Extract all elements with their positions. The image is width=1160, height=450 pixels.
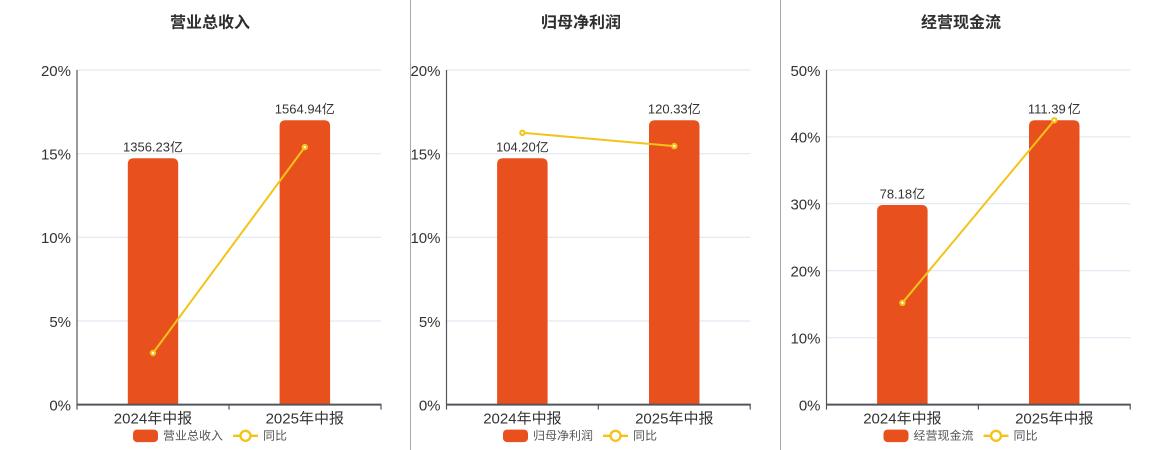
svg-text:78.18: 78.18 bbox=[880, 186, 913, 201]
svg-text:20%: 20% bbox=[41, 63, 71, 80]
svg-text:2025: 2025 bbox=[635, 411, 668, 428]
svg-text:20%: 20% bbox=[410, 63, 440, 80]
svg-text:0%: 0% bbox=[419, 397, 441, 414]
svg-text:2024: 2024 bbox=[483, 411, 516, 428]
svg-text:15%: 15% bbox=[41, 147, 71, 164]
svg-text:20%: 20% bbox=[790, 264, 820, 281]
svg-text:2024: 2024 bbox=[863, 411, 896, 428]
svg-text:2024: 2024 bbox=[114, 411, 147, 428]
svg-text:10%: 10% bbox=[410, 230, 440, 247]
svg-text:0%: 0% bbox=[49, 397, 71, 414]
svg-text:5%: 5% bbox=[49, 314, 71, 331]
svg-text:1356.23: 1356.23 bbox=[123, 140, 170, 155]
svg-text:40%: 40% bbox=[790, 130, 820, 147]
svg-text:1564.94: 1564.94 bbox=[275, 102, 322, 117]
svg-text:2025: 2025 bbox=[1015, 411, 1048, 428]
svg-text:5%: 5% bbox=[419, 314, 441, 331]
svg-text:50%: 50% bbox=[790, 63, 820, 80]
svg-text:120.33: 120.33 bbox=[648, 102, 688, 117]
svg-text:30%: 30% bbox=[790, 197, 820, 214]
svg-text:111.39: 111.39 bbox=[1028, 102, 1066, 117]
svg-text:15%: 15% bbox=[410, 147, 440, 164]
svg-text:104.20: 104.20 bbox=[496, 140, 536, 155]
svg-text:2025: 2025 bbox=[266, 411, 299, 428]
svg-text:0%: 0% bbox=[799, 397, 821, 414]
svg-text:10%: 10% bbox=[790, 331, 820, 348]
svg-text:10%: 10% bbox=[41, 230, 71, 247]
